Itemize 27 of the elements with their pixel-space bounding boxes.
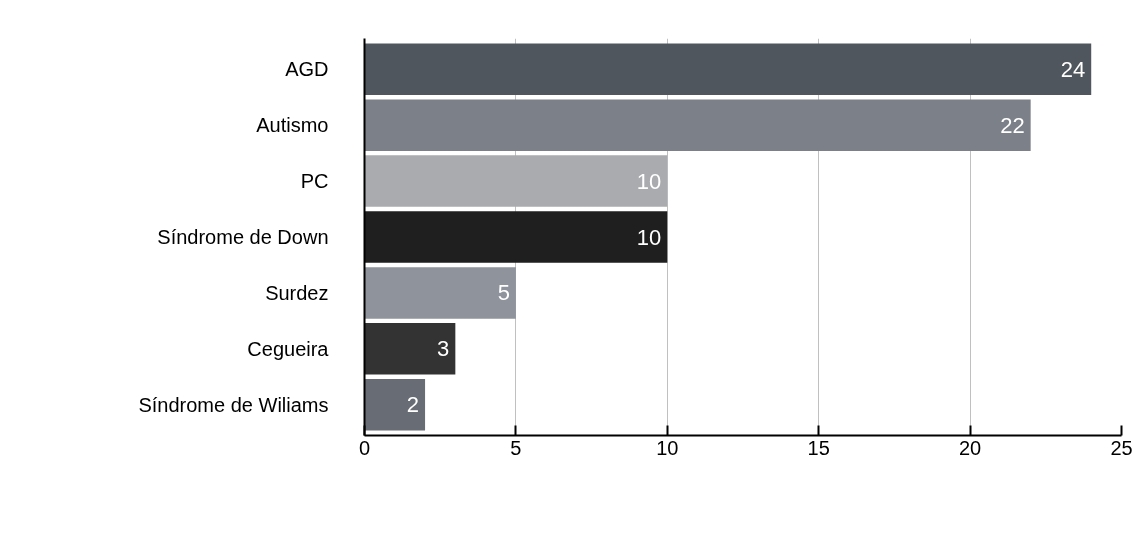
x-tick-label: 5: [510, 436, 522, 459]
y-tick-label: AGD: [285, 58, 329, 81]
y-tick-label: PC: [300, 170, 329, 193]
data-label: 22: [1000, 112, 1025, 138]
x-tick-label: 20: [958, 436, 982, 459]
bar: [364, 323, 456, 375]
data-label: 10: [636, 224, 662, 250]
y-tick-label: Cegueira: [247, 337, 330, 360]
bar: [364, 211, 668, 263]
bar: [364, 155, 668, 207]
x-tick-label: 15: [807, 436, 830, 459]
data-label: 3: [437, 336, 450, 362]
bar: [364, 379, 426, 431]
x-tick-label: 25: [1110, 436, 1133, 459]
data-label: 24: [1060, 56, 1086, 82]
x-tick-label: 10: [656, 436, 679, 459]
y-tick-label: Síndrome de Down: [157, 226, 329, 248]
y-tick-label: Síndrome de Wiliams: [138, 393, 329, 416]
bar: [364, 99, 1031, 151]
y-tick-label: Autismo: [256, 114, 329, 137]
y-tick-label: Surdez: [265, 281, 329, 304]
bar: [364, 267, 516, 319]
x-tick-label: 0: [358, 436, 371, 459]
data-label: 10: [636, 168, 662, 194]
data-label: 2: [406, 392, 420, 418]
bar: [364, 43, 1092, 95]
data-label: 5: [497, 280, 510, 306]
